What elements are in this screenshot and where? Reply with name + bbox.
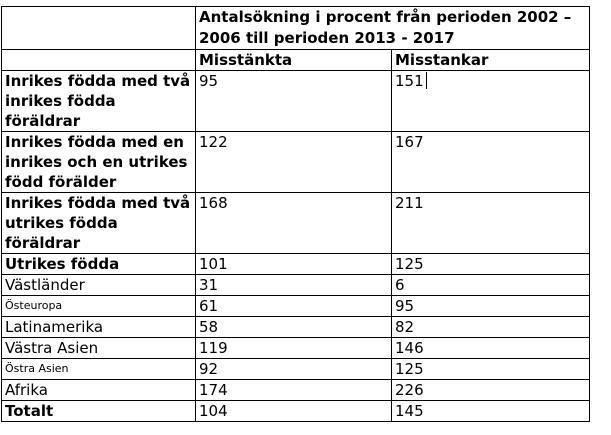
table-row: Latinamerika 58 82: [1, 316, 590, 338]
row-value-misstankta: 122: [195, 131, 392, 193]
row-value-misstankar: 146: [391, 337, 590, 359]
table-row: Västra Asien 119 146: [1, 337, 590, 359]
header-empty-cell: [1, 6, 196, 50]
header-misstankta: Misstänkta: [195, 49, 392, 71]
table-row: Västländer 31 6: [1, 274, 590, 296]
row-value-misstankar: 211: [391, 192, 590, 254]
row-value-misstankta: 101: [195, 253, 392, 275]
row-value-misstankta: 174: [195, 379, 392, 401]
table-row: Inrikes födda med en inrikes och en utri…: [1, 131, 590, 193]
table-row: Utrikes födda 101 125: [1, 253, 590, 275]
row-value-misstankar: 125: [391, 253, 590, 275]
row-value-misstankta: 119: [195, 337, 392, 359]
row-value-misstankar[interactable]: 151: [391, 70, 590, 132]
table-header-row: Antalsökning i procent från perioden 200…: [1, 6, 590, 50]
header-misstankar: Misstankar: [391, 49, 590, 71]
table-row: Inrikes födda med två inrikes födda förä…: [1, 70, 590, 132]
row-value-misstankta: 61: [195, 295, 392, 317]
row-label: Inrikes födda med två inrikes födda förä…: [1, 70, 196, 132]
row-value-misstankar: 145: [391, 400, 590, 422]
row-value-misstankar: 226: [391, 379, 590, 401]
row-label: Västra Asien: [1, 337, 196, 359]
statistics-table: Antalsökning i procent från perioden 200…: [1, 6, 590, 422]
row-value-misstankar: 82: [391, 316, 590, 338]
table-row: Östeuropa 61 95: [1, 295, 590, 317]
row-value-misstankta: 168: [195, 192, 392, 254]
row-label: Östeuropa: [1, 295, 196, 317]
table-row: Inrikes födda med två utrikes födda förä…: [1, 192, 590, 254]
row-value-misstankar: 95: [391, 295, 590, 317]
text-cursor: [425, 72, 427, 89]
row-value-misstankta: 31: [195, 274, 392, 296]
subheader-empty-cell: [1, 49, 196, 71]
table-row: Afrika 174 226: [1, 379, 590, 401]
row-label: Inrikes födda med en inrikes och en utri…: [1, 131, 196, 193]
row-value-text: 151: [395, 72, 424, 90]
row-value-misstankta: 92: [195, 358, 392, 380]
row-label: Utrikes födda: [1, 253, 196, 275]
table-row: Östra Asien 92 125: [1, 358, 590, 380]
row-value-misstankta: 104: [195, 400, 392, 422]
row-value-misstankta: 95: [195, 70, 392, 132]
row-label: Östra Asien: [1, 358, 196, 380]
row-label: Totalt: [1, 400, 196, 422]
row-value-misstankta: 58: [195, 316, 392, 338]
row-value-misstankar: 167: [391, 131, 590, 193]
row-label: Latinamerika: [1, 316, 196, 338]
row-value-misstankar: 6: [391, 274, 590, 296]
table-subheader-row: Misstänkta Misstankar: [1, 49, 590, 71]
row-label: Inrikes födda med två utrikes födda förä…: [1, 192, 196, 254]
table-row: Totalt 104 145: [1, 400, 590, 422]
header-span-title: Antalsökning i procent från perioden 200…: [195, 6, 590, 50]
row-value-misstankar: 125: [391, 358, 590, 380]
row-label: Afrika: [1, 379, 196, 401]
row-label: Västländer: [1, 274, 196, 296]
